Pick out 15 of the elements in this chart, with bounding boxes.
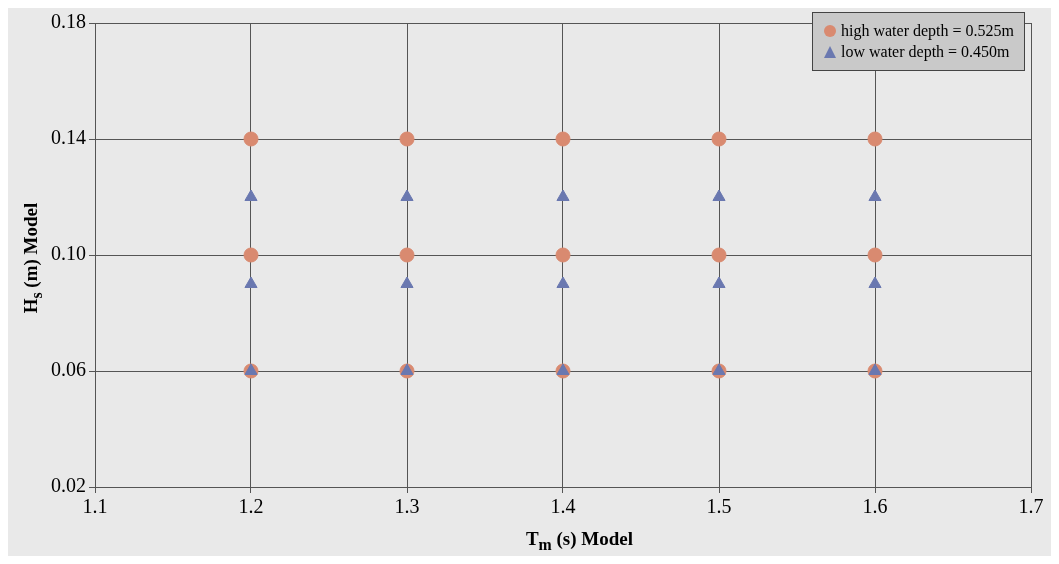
y-tick-label: 0.06: [51, 358, 86, 381]
x-tick-label: 1.3: [394, 495, 420, 518]
y-tick-label: 0.10: [51, 242, 86, 265]
legend-label: high water depth = 0.525m: [841, 22, 1014, 40]
y-tick-label: 0.02: [51, 474, 86, 497]
x-tick-label: 1.4: [550, 495, 576, 518]
x-tick-label: 1.1: [82, 495, 108, 518]
y-tick-label: 0.18: [51, 10, 86, 33]
x-tick-label: 1.6: [862, 495, 888, 518]
x-tick-label: 1.5: [706, 495, 732, 518]
y-tick-label: 0.14: [51, 126, 86, 149]
x-tick-label: 1.2: [238, 495, 264, 518]
x-tick-label: 1.7: [1018, 495, 1044, 518]
x-axis-title: T$_{m}$ (s) Model: [525, 528, 634, 553]
legend-label: low water depth = 0.450m: [841, 43, 1010, 61]
